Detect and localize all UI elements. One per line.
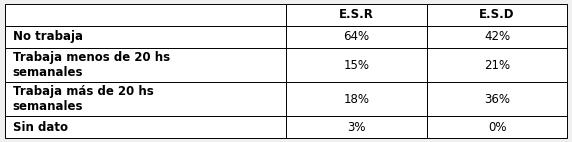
Text: 64%: 64% xyxy=(343,30,370,43)
Bar xyxy=(427,82,567,116)
Text: No trabaja: No trabaja xyxy=(13,30,82,43)
Bar xyxy=(5,4,286,26)
Bar xyxy=(286,82,427,116)
Text: E.S.D: E.S.D xyxy=(479,8,515,21)
Bar xyxy=(427,26,567,48)
Text: 42%: 42% xyxy=(484,30,510,43)
Text: Trabaja más de 20 hs
semanales: Trabaja más de 20 hs semanales xyxy=(13,85,153,113)
Bar xyxy=(427,48,567,82)
Bar xyxy=(427,116,567,138)
Text: 36%: 36% xyxy=(484,93,510,106)
Text: 15%: 15% xyxy=(343,59,370,72)
Text: Sin dato: Sin dato xyxy=(13,121,67,134)
Bar xyxy=(286,26,427,48)
Text: 21%: 21% xyxy=(484,59,510,72)
Text: 3%: 3% xyxy=(347,121,366,134)
Bar xyxy=(427,4,567,26)
Bar xyxy=(286,4,427,26)
Text: 0%: 0% xyxy=(488,121,506,134)
Bar xyxy=(5,116,286,138)
Bar xyxy=(5,82,286,116)
Bar xyxy=(5,48,286,82)
Bar xyxy=(286,48,427,82)
Bar xyxy=(5,26,286,48)
Text: E.S.R: E.S.R xyxy=(339,8,374,21)
Text: Trabaja menos de 20 hs
semanales: Trabaja menos de 20 hs semanales xyxy=(13,51,170,79)
Text: 18%: 18% xyxy=(343,93,370,106)
Bar xyxy=(286,116,427,138)
